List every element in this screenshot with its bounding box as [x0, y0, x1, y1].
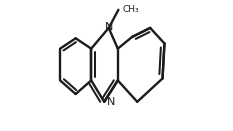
- Text: CH₃: CH₃: [122, 5, 139, 14]
- Text: N: N: [105, 22, 113, 32]
- Text: N: N: [107, 97, 115, 107]
